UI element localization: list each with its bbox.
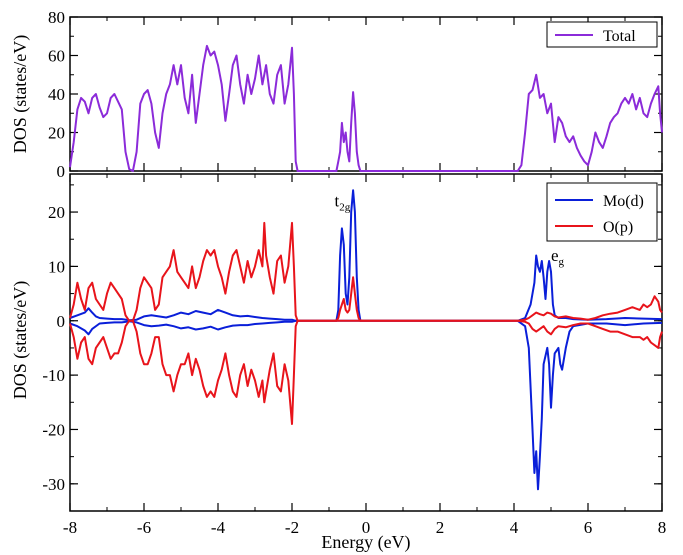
top-ylabel: DOS (states/eV) bbox=[10, 35, 31, 153]
top-legend: Total bbox=[546, 21, 658, 48]
xtick-label: -4 bbox=[211, 518, 226, 537]
xtick-label: 6 bbox=[584, 518, 593, 537]
xtick-label: -6 bbox=[137, 518, 151, 537]
ytick-label: 0 bbox=[57, 162, 66, 181]
series-line-mo-d-up bbox=[69, 189, 663, 322]
series-line-o-p-up bbox=[69, 221, 663, 322]
bottom-ylabel: DOS (states/eV) bbox=[10, 281, 31, 399]
annotation-t2g: t2g bbox=[335, 192, 351, 214]
xlabel: Energy (eV) bbox=[321, 532, 410, 553]
xtick-label: -2 bbox=[285, 518, 299, 537]
bottom-legend-box bbox=[546, 182, 658, 242]
top-ticks: 0 20 40 60 80 bbox=[48, 8, 663, 181]
xtick-label: 2 bbox=[436, 518, 445, 537]
series-line-total bbox=[69, 44, 663, 172]
ytick-label: -20 bbox=[42, 420, 65, 439]
ytick-label: 20 bbox=[48, 203, 65, 222]
legend-label-mo-d: Mo(d) bbox=[603, 193, 644, 210]
xtick-label: -8 bbox=[63, 518, 77, 537]
top-series-lines bbox=[69, 44, 663, 172]
legend-label-o-p: O(p) bbox=[603, 219, 633, 236]
xtick-label: 0 bbox=[362, 518, 371, 537]
ytick-label: 0 bbox=[57, 312, 66, 331]
ytick-label: 10 bbox=[48, 257, 65, 276]
ytick-label: 80 bbox=[48, 8, 65, 27]
bottom-legend: Mo(d) O(p) bbox=[546, 182, 658, 242]
xtick-label: 8 bbox=[658, 518, 667, 537]
legend-label-total: Total bbox=[603, 28, 636, 45]
xtick-label: 4 bbox=[510, 518, 519, 537]
series-line-o-p-down bbox=[69, 319, 663, 425]
annotation-eg: eg bbox=[551, 246, 565, 268]
ytick-label: -10 bbox=[42, 366, 65, 385]
top-panel: 0 20 40 60 80 DOS (states/eV) Total bbox=[10, 8, 663, 181]
ytick-label: -30 bbox=[42, 475, 65, 494]
orbital-annotations: t2g eg bbox=[335, 192, 565, 268]
ytick-label: 20 bbox=[48, 124, 65, 143]
ytick-label: 60 bbox=[48, 47, 65, 66]
bottom-series-lines bbox=[69, 189, 663, 491]
ytick-label: 40 bbox=[48, 85, 65, 104]
